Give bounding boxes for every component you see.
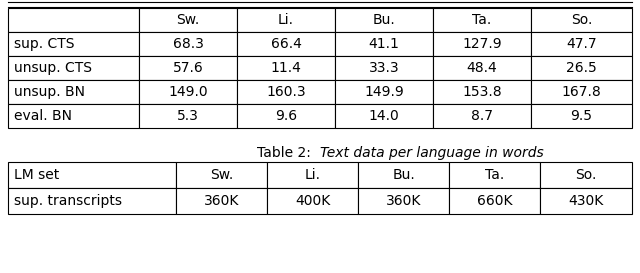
Bar bbox=[433, 56, 531, 80]
Text: 41.1: 41.1 bbox=[369, 37, 399, 51]
Bar bbox=[335, 80, 433, 104]
Text: Ta.: Ta. bbox=[472, 13, 492, 27]
Bar bbox=[449, 188, 540, 214]
Bar bbox=[237, 8, 335, 32]
Bar bbox=[8, 104, 139, 128]
Text: Sw.: Sw. bbox=[210, 168, 233, 182]
Bar bbox=[237, 80, 335, 104]
Bar bbox=[531, 80, 632, 104]
Text: 26.5: 26.5 bbox=[566, 61, 597, 75]
Text: LM set: LM set bbox=[14, 168, 60, 182]
Text: 48.4: 48.4 bbox=[467, 61, 497, 75]
Bar bbox=[8, 56, 139, 80]
Text: unsup. CTS: unsup. CTS bbox=[14, 61, 92, 75]
Text: Bu.: Bu. bbox=[372, 13, 396, 27]
Text: 360K: 360K bbox=[386, 194, 421, 208]
Bar bbox=[335, 8, 433, 32]
Bar bbox=[358, 162, 449, 188]
Text: Text data per language in words: Text data per language in words bbox=[320, 146, 544, 160]
Text: 660K: 660K bbox=[477, 194, 512, 208]
Text: 400K: 400K bbox=[295, 194, 330, 208]
Bar bbox=[139, 8, 237, 32]
Text: 5.3: 5.3 bbox=[177, 109, 199, 123]
Bar bbox=[8, 8, 139, 32]
Text: 149.0: 149.0 bbox=[168, 85, 208, 99]
Bar bbox=[139, 80, 237, 104]
Text: 33.3: 33.3 bbox=[369, 61, 399, 75]
Bar bbox=[433, 80, 531, 104]
Text: 160.3: 160.3 bbox=[266, 85, 306, 99]
Bar bbox=[237, 56, 335, 80]
Bar bbox=[531, 8, 632, 32]
Text: Li.: Li. bbox=[305, 168, 321, 182]
Bar bbox=[8, 162, 176, 188]
Text: Ta.: Ta. bbox=[485, 168, 504, 182]
Text: 11.4: 11.4 bbox=[271, 61, 301, 75]
Bar bbox=[237, 32, 335, 56]
Bar bbox=[176, 162, 267, 188]
Text: 9.5: 9.5 bbox=[570, 109, 593, 123]
Text: 14.0: 14.0 bbox=[369, 109, 399, 123]
Text: 47.7: 47.7 bbox=[566, 37, 597, 51]
Text: Table 2:: Table 2: bbox=[257, 146, 320, 160]
Bar bbox=[8, 32, 139, 56]
Bar bbox=[8, 80, 139, 104]
Bar bbox=[531, 104, 632, 128]
Bar bbox=[8, 188, 176, 214]
Text: 149.9: 149.9 bbox=[364, 85, 404, 99]
Bar bbox=[267, 162, 358, 188]
Text: eval. BN: eval. BN bbox=[14, 109, 72, 123]
Bar bbox=[540, 162, 632, 188]
Bar bbox=[531, 32, 632, 56]
Bar bbox=[335, 104, 433, 128]
Text: Li.: Li. bbox=[278, 13, 294, 27]
Text: 167.8: 167.8 bbox=[562, 85, 602, 99]
Text: 8.7: 8.7 bbox=[471, 109, 493, 123]
Bar bbox=[540, 188, 632, 214]
Text: Sw.: Sw. bbox=[177, 13, 200, 27]
Bar bbox=[139, 104, 237, 128]
Text: Bu.: Bu. bbox=[392, 168, 415, 182]
Text: 66.4: 66.4 bbox=[271, 37, 301, 51]
Text: 360K: 360K bbox=[204, 194, 239, 208]
Bar bbox=[449, 162, 540, 188]
Text: 68.3: 68.3 bbox=[173, 37, 204, 51]
Bar bbox=[433, 104, 531, 128]
Bar bbox=[176, 188, 267, 214]
Text: 9.6: 9.6 bbox=[275, 109, 297, 123]
Text: unsup. BN: unsup. BN bbox=[14, 85, 85, 99]
Bar bbox=[267, 188, 358, 214]
Bar bbox=[139, 56, 237, 80]
Text: sup. CTS: sup. CTS bbox=[14, 37, 74, 51]
Text: So.: So. bbox=[571, 13, 592, 27]
Bar bbox=[433, 32, 531, 56]
Text: 430K: 430K bbox=[568, 194, 604, 208]
Bar bbox=[335, 56, 433, 80]
Text: 127.9: 127.9 bbox=[462, 37, 502, 51]
Bar bbox=[358, 188, 449, 214]
Bar bbox=[433, 8, 531, 32]
Bar bbox=[139, 32, 237, 56]
Bar bbox=[237, 104, 335, 128]
Text: 57.6: 57.6 bbox=[173, 61, 204, 75]
Text: sup. transcripts: sup. transcripts bbox=[14, 194, 122, 208]
Text: So.: So. bbox=[575, 168, 596, 182]
Bar bbox=[335, 32, 433, 56]
Text: 153.8: 153.8 bbox=[462, 85, 502, 99]
Bar bbox=[531, 56, 632, 80]
